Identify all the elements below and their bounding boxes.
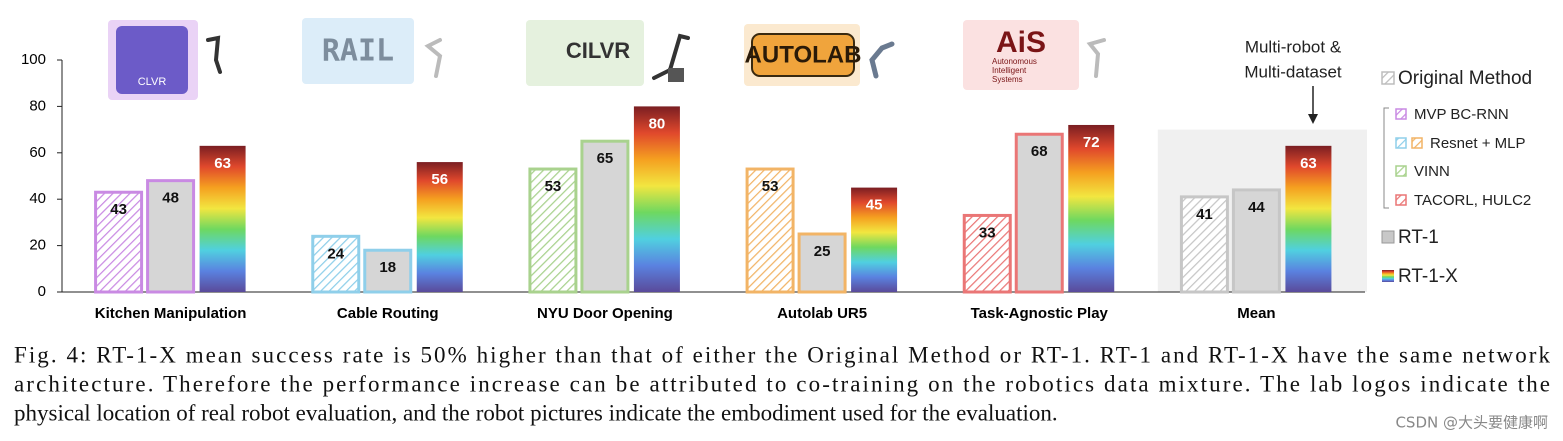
x-tick-label: Autolab UR5 bbox=[777, 305, 867, 322]
bar bbox=[580, 139, 630, 294]
bar bbox=[797, 232, 847, 294]
bar bbox=[1014, 132, 1064, 294]
legend-swatch bbox=[1395, 194, 1407, 206]
legend-swatch bbox=[1395, 108, 1407, 120]
watermark: CSDN @大头要健康啊 bbox=[1395, 414, 1548, 432]
y-tick-label: 0 bbox=[38, 283, 46, 300]
annotation: Multi-robot & bbox=[1245, 37, 1342, 56]
value-label: 45 bbox=[866, 197, 883, 214]
bar bbox=[94, 190, 144, 294]
value-label: 44 bbox=[1248, 199, 1265, 216]
robot-base bbox=[668, 68, 684, 82]
logo-text: AiS bbox=[996, 26, 1046, 59]
logo-inner bbox=[751, 33, 855, 77]
logo-text: Autonomous bbox=[992, 57, 1037, 66]
bar bbox=[146, 179, 196, 294]
value-label: 68 bbox=[1031, 143, 1048, 160]
bar bbox=[745, 167, 795, 294]
bar bbox=[1231, 188, 1281, 294]
logo-text: CILVR bbox=[566, 38, 630, 63]
logo-inner bbox=[116, 26, 188, 94]
legend-swatch bbox=[1381, 230, 1395, 244]
legend-swatch bbox=[1395, 137, 1407, 149]
y-tick-label: 100 bbox=[21, 51, 46, 68]
legend-sub-label: VINN bbox=[1414, 163, 1450, 180]
legend-swatch bbox=[1395, 165, 1407, 177]
bar bbox=[1068, 124, 1115, 293]
logo-text: Systems bbox=[992, 75, 1023, 84]
bar bbox=[851, 187, 898, 292]
caption-line: physical location of real robot evaluati… bbox=[14, 400, 1058, 425]
bar bbox=[311, 234, 361, 294]
value-label: 25 bbox=[814, 243, 831, 260]
annotation: Multi-dataset bbox=[1244, 62, 1342, 81]
legend-swatch bbox=[1382, 270, 1394, 282]
legend-swatch bbox=[1411, 137, 1423, 149]
x-tick-label: NYU Door Opening bbox=[537, 305, 673, 322]
y-tick-label: 20 bbox=[29, 237, 46, 254]
value-label: 63 bbox=[1300, 155, 1317, 172]
bar bbox=[1285, 145, 1332, 292]
robot-icon bbox=[206, 33, 690, 80]
value-label: 53 bbox=[762, 178, 779, 195]
bar bbox=[363, 248, 413, 294]
legend-label: RT-1-X bbox=[1398, 266, 1458, 287]
bar bbox=[633, 106, 680, 293]
logo-text: Intelligent bbox=[992, 66, 1027, 75]
annotation-arrowhead bbox=[1308, 114, 1318, 124]
value-label: 63 bbox=[214, 155, 231, 172]
value-label: 24 bbox=[327, 245, 344, 262]
y-tick-label: 40 bbox=[29, 190, 46, 207]
value-label: 65 bbox=[597, 150, 614, 167]
value-label: 48 bbox=[162, 190, 179, 207]
caption-line: Fig. 4: RT-1-X mean success rate is 50% … bbox=[14, 342, 1551, 367]
value-label: 72 bbox=[1083, 134, 1100, 151]
legend-bracket bbox=[1383, 107, 1389, 209]
x-tick-label: Kitchen Manipulation bbox=[95, 305, 247, 322]
value-label: 18 bbox=[379, 259, 396, 276]
logo-text: RAIL bbox=[322, 34, 394, 69]
legend-sub-label: Resnet + MLP bbox=[1430, 135, 1525, 152]
x-tick-label: Task-Agnostic Play bbox=[971, 305, 1109, 322]
bar bbox=[199, 145, 246, 292]
bar bbox=[528, 167, 578, 294]
legend-label: Original Method bbox=[1398, 68, 1532, 89]
bar bbox=[1179, 195, 1229, 294]
y-tick-label: 60 bbox=[29, 144, 46, 161]
value-label: 43 bbox=[110, 201, 127, 218]
value-label: 33 bbox=[979, 224, 996, 241]
legend-sub-label: TACORL, HULC2 bbox=[1414, 192, 1531, 209]
value-label: 41 bbox=[1196, 206, 1213, 223]
y-tick-label: 80 bbox=[29, 97, 46, 114]
robot-icon bbox=[424, 38, 1106, 78]
caption-line: architecture. Therefore the performance … bbox=[14, 371, 1550, 396]
legend-sub-label: MVP BC-RNN bbox=[1414, 106, 1509, 123]
logo-text: AUTOLAB bbox=[745, 41, 862, 68]
bar bbox=[416, 162, 463, 292]
legend-label: RT-1 bbox=[1398, 227, 1439, 248]
logo-box bbox=[302, 18, 414, 84]
value-label: 56 bbox=[431, 171, 448, 188]
logo-box bbox=[963, 20, 1079, 90]
value-label: 80 bbox=[649, 115, 666, 132]
logo-text: CLVR bbox=[138, 76, 167, 88]
bar bbox=[962, 213, 1012, 294]
x-tick-label: Mean bbox=[1237, 305, 1275, 322]
value-label: 53 bbox=[545, 178, 562, 195]
legend-swatch bbox=[1381, 71, 1395, 85]
robot-icon bbox=[869, 41, 895, 79]
x-tick-label: Cable Routing bbox=[337, 305, 439, 322]
logo-box bbox=[526, 20, 644, 86]
